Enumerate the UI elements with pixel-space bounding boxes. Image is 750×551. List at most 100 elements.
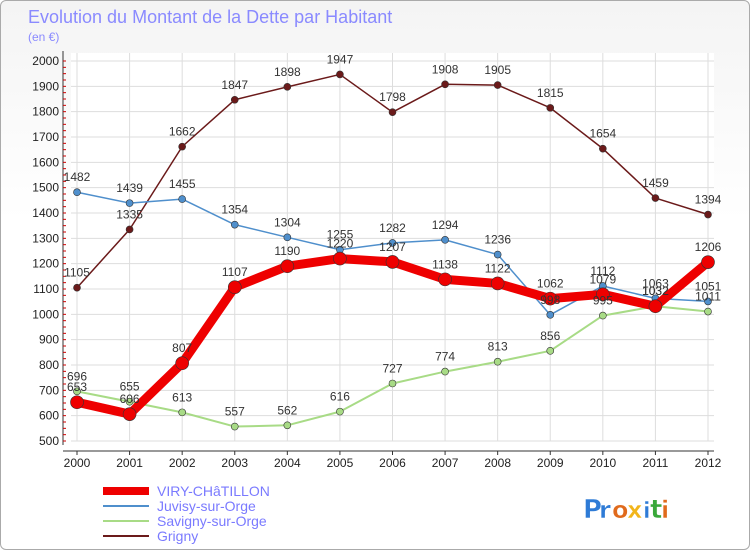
data-point-grigny <box>73 283 81 292</box>
data-label-juvisy-sur-orge: 1294 <box>432 218 459 232</box>
y-tick-label: 1300 <box>32 231 59 245</box>
data-label-savigny-sur-orge: 774 <box>435 350 455 364</box>
y-tick-label: 2000 <box>32 54 59 68</box>
data-label-viry-ch-tillon: 1138 <box>432 257 458 271</box>
data-label-grigny: 1908 <box>432 62 459 76</box>
y-tick-label: 1200 <box>32 257 59 271</box>
x-tick-label: 2008 <box>484 456 511 470</box>
data-label-savigny-sur-orge: 995 <box>593 294 613 308</box>
data-point-savigny-sur-orge <box>546 347 555 355</box>
data-label-savigny-sur-orge: 696 <box>67 369 87 383</box>
data-label-viry-ch-tillon: 1206 <box>695 240 722 254</box>
logo-letter: o <box>612 496 629 524</box>
data-label-juvisy-sur-orge: 1236 <box>484 233 511 247</box>
data-point-juvisy-sur-orge <box>704 297 712 306</box>
data-point-viry-ch-tillon <box>175 356 189 371</box>
data-point-juvisy-sur-orge <box>73 188 81 197</box>
x-tick-label: 2005 <box>327 456 354 470</box>
y-tick-label: 1000 <box>32 307 59 321</box>
x-tick-label: 2004 <box>274 456 301 470</box>
data-label-viry-ch-tillon: 1220 <box>327 237 354 251</box>
data-label-juvisy-sur-orge: 1439 <box>116 181 143 195</box>
data-point-savigny-sur-orge <box>230 422 239 431</box>
data-point-juvisy-sur-orge <box>388 239 397 247</box>
data-label-grigny: 1905 <box>484 63 511 77</box>
x-tick-label: 2011 <box>643 456 669 470</box>
data-label-grigny: 1654 <box>589 127 616 141</box>
data-label-viry-ch-tillon: 1079 <box>589 272 616 286</box>
data-label-viry-ch-tillon: 1122 <box>485 261 511 275</box>
data-label-juvisy-sur-orge: 1112 <box>590 264 615 278</box>
legend-label: Savigny-sur-Orge <box>157 513 267 529</box>
x-tick-label: 2000 <box>64 456 91 470</box>
data-point-grigny <box>599 144 607 153</box>
data-point-viry-ch-tillon <box>701 255 715 269</box>
data-point-savigny-sur-orge <box>599 311 607 320</box>
legend: VIRY-CHâTILLONJuvisy-sur-OrgeSavigny-sur… <box>103 483 270 544</box>
data-label-viry-ch-tillon: 606 <box>120 392 140 406</box>
data-label-juvisy-sur-orge: 1063 <box>642 276 669 290</box>
chart-title: Evolution du Montant de la Dette par Hab… <box>28 7 392 27</box>
y-tick-label: 1700 <box>32 130 59 144</box>
data-label-savigny-sur-orge: 655 <box>120 380 140 394</box>
data-label-savigny-sur-orge: 727 <box>382 361 402 375</box>
data-point-grigny <box>125 225 134 234</box>
y-tick-label: 900 <box>39 333 59 347</box>
proxiti-logo: Pr ox i ti <box>583 495 670 526</box>
data-label-grigny: 1394 <box>695 193 722 207</box>
y-tick-label: 700 <box>39 383 59 397</box>
data-point-viry-ch-tillon <box>543 291 558 306</box>
data-point-viry-ch-tillon <box>385 255 400 269</box>
data-point-savigny-sur-orge <box>283 421 292 430</box>
legend-label: Grigny <box>157 528 198 544</box>
data-label-grigny: 1898 <box>274 65 301 79</box>
logo-letter: x <box>627 496 643 524</box>
data-point-juvisy-sur-orge <box>283 233 292 242</box>
x-tick-label: 2006 <box>379 456 406 470</box>
legend-label: Juvisy-sur-Orge <box>157 498 256 514</box>
y-tick-label: 500 <box>39 434 59 448</box>
x-tick-label: 2007 <box>432 456 459 470</box>
data-point-viry-ch-tillon <box>648 299 663 314</box>
data-point-savigny-sur-orge <box>73 387 81 396</box>
data-label-grigny: 1105 <box>64 266 90 280</box>
chart-subtitle: (en €) <box>28 30 59 44</box>
data-label-viry-ch-tillon: 1190 <box>274 244 300 258</box>
data-point-savigny-sur-orge <box>125 397 134 406</box>
data-point-juvisy-sur-orge <box>178 195 186 203</box>
data-label-grigny: 1335 <box>116 207 143 221</box>
y-tick-label: 1600 <box>32 155 59 169</box>
data-label-juvisy-sur-orge: 1255 <box>327 228 354 242</box>
data-label-juvisy-sur-orge: 1482 <box>64 170 91 184</box>
x-tick-label: 2012 <box>695 456 722 470</box>
data-label-grigny: 1815 <box>537 86 564 100</box>
data-label-viry-ch-tillon: 1032 <box>642 284 669 298</box>
x-tick-label: 2003 <box>221 456 248 470</box>
y-tick-label: 600 <box>39 409 59 423</box>
y-tick-label: 1400 <box>32 206 59 220</box>
data-point-grigny <box>283 83 292 91</box>
data-point-viry-ch-tillon <box>333 251 347 266</box>
data-label-viry-ch-tillon: 653 <box>67 380 87 394</box>
data-point-grigny <box>704 210 712 219</box>
y-tick-label: 1900 <box>32 79 59 93</box>
legend-label: VIRY-CHâTILLON <box>157 483 270 499</box>
data-label-viry-ch-tillon: 1107 <box>222 265 248 279</box>
y-tick-label: 1100 <box>33 282 59 296</box>
data-point-savigny-sur-orge <box>388 379 397 388</box>
data-label-juvisy-sur-orge: 1282 <box>379 221 406 235</box>
logo-letter: i <box>643 499 651 524</box>
data-point-viry-ch-tillon <box>438 272 452 287</box>
data-point-viry-ch-tillon <box>490 276 505 291</box>
data-label-savigny-sur-orge: 813 <box>488 340 508 354</box>
data-point-savigny-sur-orge <box>493 357 502 366</box>
data-point-juvisy-sur-orge <box>441 236 449 244</box>
data-point-viry-ch-tillon <box>280 259 295 274</box>
data-point-savigny-sur-orge <box>178 408 186 417</box>
data-point-grigny <box>178 142 186 151</box>
logo-letter: t <box>650 495 662 525</box>
data-label-savigny-sur-orge: 613 <box>172 390 192 404</box>
data-point-grigny <box>493 81 502 89</box>
